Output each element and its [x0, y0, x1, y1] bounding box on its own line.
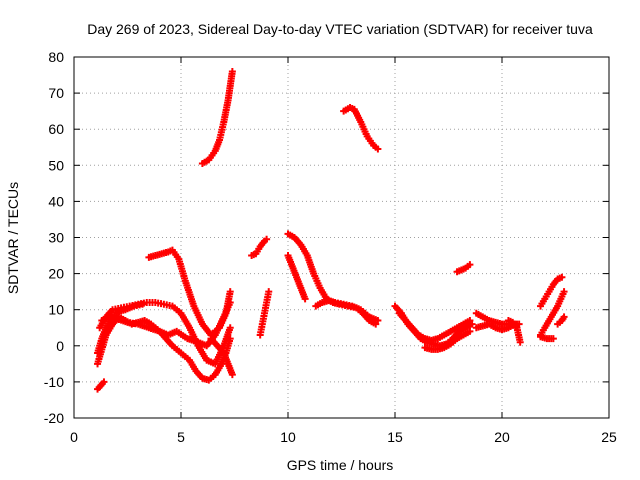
y-axis: -20 -10 0 10 20 30 40 50 60 70 80 — [44, 49, 609, 426]
series-track-g — [94, 300, 146, 357]
data-point — [226, 298, 234, 306]
data-point — [466, 317, 474, 325]
series-track-n — [312, 297, 382, 325]
data-point — [468, 320, 476, 328]
y-tick-label: 30 — [48, 230, 64, 246]
data-point — [466, 327, 474, 335]
x-axis-title: GPS time / hours — [287, 457, 394, 473]
y-tick-label: -20 — [44, 410, 64, 426]
y-tick-label: 10 — [48, 302, 64, 318]
series-track-q — [421, 327, 474, 353]
data-point — [516, 338, 524, 346]
series-track-y — [554, 313, 568, 328]
x-tick-label: 0 — [70, 429, 78, 445]
series-track-a — [198, 67, 236, 167]
x-tick-label: 20 — [494, 429, 510, 445]
data-layer — [94, 67, 568, 393]
data-point — [265, 288, 273, 296]
x-tick-label: 15 — [387, 429, 403, 445]
data-point — [560, 288, 568, 296]
data-point — [226, 288, 234, 296]
series-track-r — [453, 261, 474, 276]
series-track-j — [248, 235, 271, 260]
data-point — [226, 324, 234, 332]
series-track-x — [537, 333, 557, 343]
series-track-k — [256, 288, 273, 339]
series-track-w — [537, 288, 568, 339]
y-tick-label: 40 — [48, 193, 64, 209]
series-track-u — [504, 317, 524, 346]
data-point — [301, 295, 309, 303]
data-point — [100, 378, 108, 386]
x-tick-label: 10 — [280, 429, 296, 445]
series-track-m — [284, 252, 309, 303]
data-point — [374, 145, 382, 153]
series-track-b — [340, 104, 382, 153]
data-point — [228, 371, 236, 379]
data-point — [560, 313, 568, 321]
y-tick-label: 20 — [48, 266, 64, 282]
data-point — [558, 273, 566, 281]
y-tick-label: 80 — [48, 49, 64, 65]
grid — [74, 57, 609, 418]
y-tick-label: -10 — [44, 374, 64, 390]
data-point — [374, 317, 382, 325]
y-tick-label: 60 — [48, 121, 64, 137]
data-point — [263, 235, 271, 243]
x-axis: 0 5 10 15 20 25 — [70, 57, 617, 445]
x-tick-label: 5 — [177, 429, 185, 445]
series-track-p — [395, 309, 474, 344]
series-track-h — [207, 335, 236, 379]
x-tick-label: 25 — [601, 429, 617, 445]
y-tick-label: 50 — [48, 157, 64, 173]
series-track-v — [537, 273, 566, 310]
y-tick-label: 0 — [56, 338, 64, 354]
y-tick-label: 70 — [48, 85, 64, 101]
y-axis-title: SDTVAR / TECUs — [5, 182, 21, 294]
data-point — [226, 335, 234, 343]
series-track-f — [94, 313, 234, 384]
chart-title: Day 269 of 2023, Sidereal Day-to-day VTE… — [87, 21, 593, 37]
data-point — [466, 261, 474, 269]
data-point — [138, 300, 146, 308]
data-point — [228, 67, 236, 75]
series-track-i — [94, 378, 108, 393]
data-point — [549, 335, 557, 343]
